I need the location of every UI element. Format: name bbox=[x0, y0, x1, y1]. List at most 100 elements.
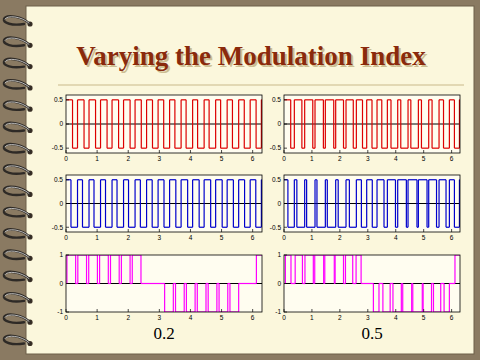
ring-wire bbox=[4, 80, 30, 88]
step-riser bbox=[438, 180, 439, 228]
step-segment bbox=[325, 99, 333, 100]
step-segment bbox=[101, 179, 106, 180]
x-tick-label: 6 bbox=[450, 234, 454, 241]
step-riser bbox=[141, 100, 142, 148]
step-riser bbox=[238, 100, 239, 148]
step-riser bbox=[220, 100, 221, 148]
step-riser bbox=[152, 180, 153, 228]
step-riser bbox=[77, 255, 78, 284]
step-riser bbox=[227, 100, 228, 148]
step-riser bbox=[449, 100, 450, 148]
x-tick-label: 3 bbox=[158, 155, 162, 162]
step-riser bbox=[146, 180, 147, 228]
slide-border bbox=[0, 0, 480, 360]
step-riser bbox=[431, 100, 432, 148]
chart: 0123456-0.500.5 bbox=[52, 175, 262, 241]
step-riser bbox=[443, 100, 444, 148]
step-segment bbox=[317, 227, 325, 228]
step-riser bbox=[184, 284, 185, 313]
step-segment bbox=[222, 227, 227, 228]
x-tick bbox=[311, 229, 312, 232]
step-riser bbox=[218, 284, 219, 313]
x-tick bbox=[190, 229, 191, 232]
step-riser bbox=[222, 180, 223, 228]
step-riser bbox=[301, 100, 302, 148]
step-riser bbox=[314, 180, 315, 228]
y-tick-label: 0.5 bbox=[272, 176, 281, 183]
step-riser bbox=[355, 255, 356, 284]
step-segment bbox=[211, 227, 216, 228]
step-riser bbox=[295, 255, 296, 284]
ring-wire bbox=[4, 251, 30, 259]
step-riser bbox=[238, 284, 239, 313]
step-segment bbox=[372, 227, 377, 228]
step-riser bbox=[186, 284, 187, 313]
step-riser bbox=[407, 180, 408, 228]
ring-wire bbox=[4, 229, 30, 237]
x-tick bbox=[451, 150, 452, 153]
step-segment bbox=[221, 148, 228, 149]
step-segment bbox=[288, 227, 294, 228]
step-segment bbox=[305, 99, 313, 100]
step-segment bbox=[361, 283, 373, 284]
x-tick-label: 3 bbox=[158, 314, 162, 321]
step-riser bbox=[134, 180, 135, 228]
step-riser bbox=[428, 100, 429, 148]
step-segment bbox=[188, 227, 193, 228]
zero-line bbox=[66, 283, 262, 284]
step-riser bbox=[215, 180, 216, 228]
step-riser bbox=[400, 100, 401, 148]
y-tick bbox=[66, 203, 69, 204]
step-riser bbox=[199, 180, 200, 228]
x-tick bbox=[128, 309, 129, 312]
x-tick bbox=[395, 229, 396, 232]
step-riser bbox=[244, 100, 245, 148]
step-riser bbox=[256, 255, 257, 284]
step-riser bbox=[88, 180, 89, 228]
step-segment bbox=[130, 148, 135, 149]
step-segment bbox=[233, 227, 238, 228]
ring-wire bbox=[4, 101, 30, 109]
x-tick bbox=[66, 150, 67, 153]
x-tick-label: 2 bbox=[126, 234, 130, 241]
step-riser bbox=[387, 100, 388, 148]
step-segment bbox=[186, 148, 193, 149]
step-segment bbox=[387, 179, 395, 180]
step-riser bbox=[390, 100, 391, 148]
ring-highlight bbox=[5, 208, 29, 214]
step-segment bbox=[294, 99, 302, 100]
step-riser bbox=[129, 100, 130, 148]
step-riser bbox=[302, 255, 303, 284]
axes-frame bbox=[66, 175, 262, 232]
step-segment bbox=[256, 227, 262, 228]
step-riser bbox=[205, 284, 206, 313]
x-tick bbox=[284, 229, 285, 232]
step-segment bbox=[245, 227, 251, 228]
x-tick bbox=[339, 229, 340, 232]
step-riser bbox=[445, 180, 446, 228]
x-tick-label: 2 bbox=[126, 155, 130, 162]
step-segment bbox=[84, 148, 89, 149]
x-tick-label: 5 bbox=[220, 234, 224, 241]
x-tick-label: 4 bbox=[189, 155, 193, 162]
step-riser bbox=[134, 100, 135, 148]
step-segment bbox=[367, 99, 372, 100]
step-riser bbox=[407, 100, 408, 148]
step-segment bbox=[363, 148, 367, 149]
ring-wire bbox=[4, 123, 30, 131]
step-riser bbox=[316, 180, 317, 228]
step-riser bbox=[352, 255, 353, 284]
step-segment bbox=[454, 227, 459, 228]
step-riser bbox=[100, 180, 101, 228]
step-riser bbox=[362, 100, 363, 148]
step-riser bbox=[327, 180, 328, 228]
y-tick-label: 0.5 bbox=[272, 96, 281, 103]
step-segment bbox=[401, 148, 408, 149]
step-segment bbox=[372, 148, 377, 149]
step-riser bbox=[210, 180, 211, 228]
step-riser bbox=[449, 284, 450, 313]
x-tick-label: 4 bbox=[394, 314, 398, 321]
ring-highlight bbox=[5, 144, 29, 150]
step-segment bbox=[377, 179, 384, 180]
step-riser bbox=[119, 255, 120, 284]
